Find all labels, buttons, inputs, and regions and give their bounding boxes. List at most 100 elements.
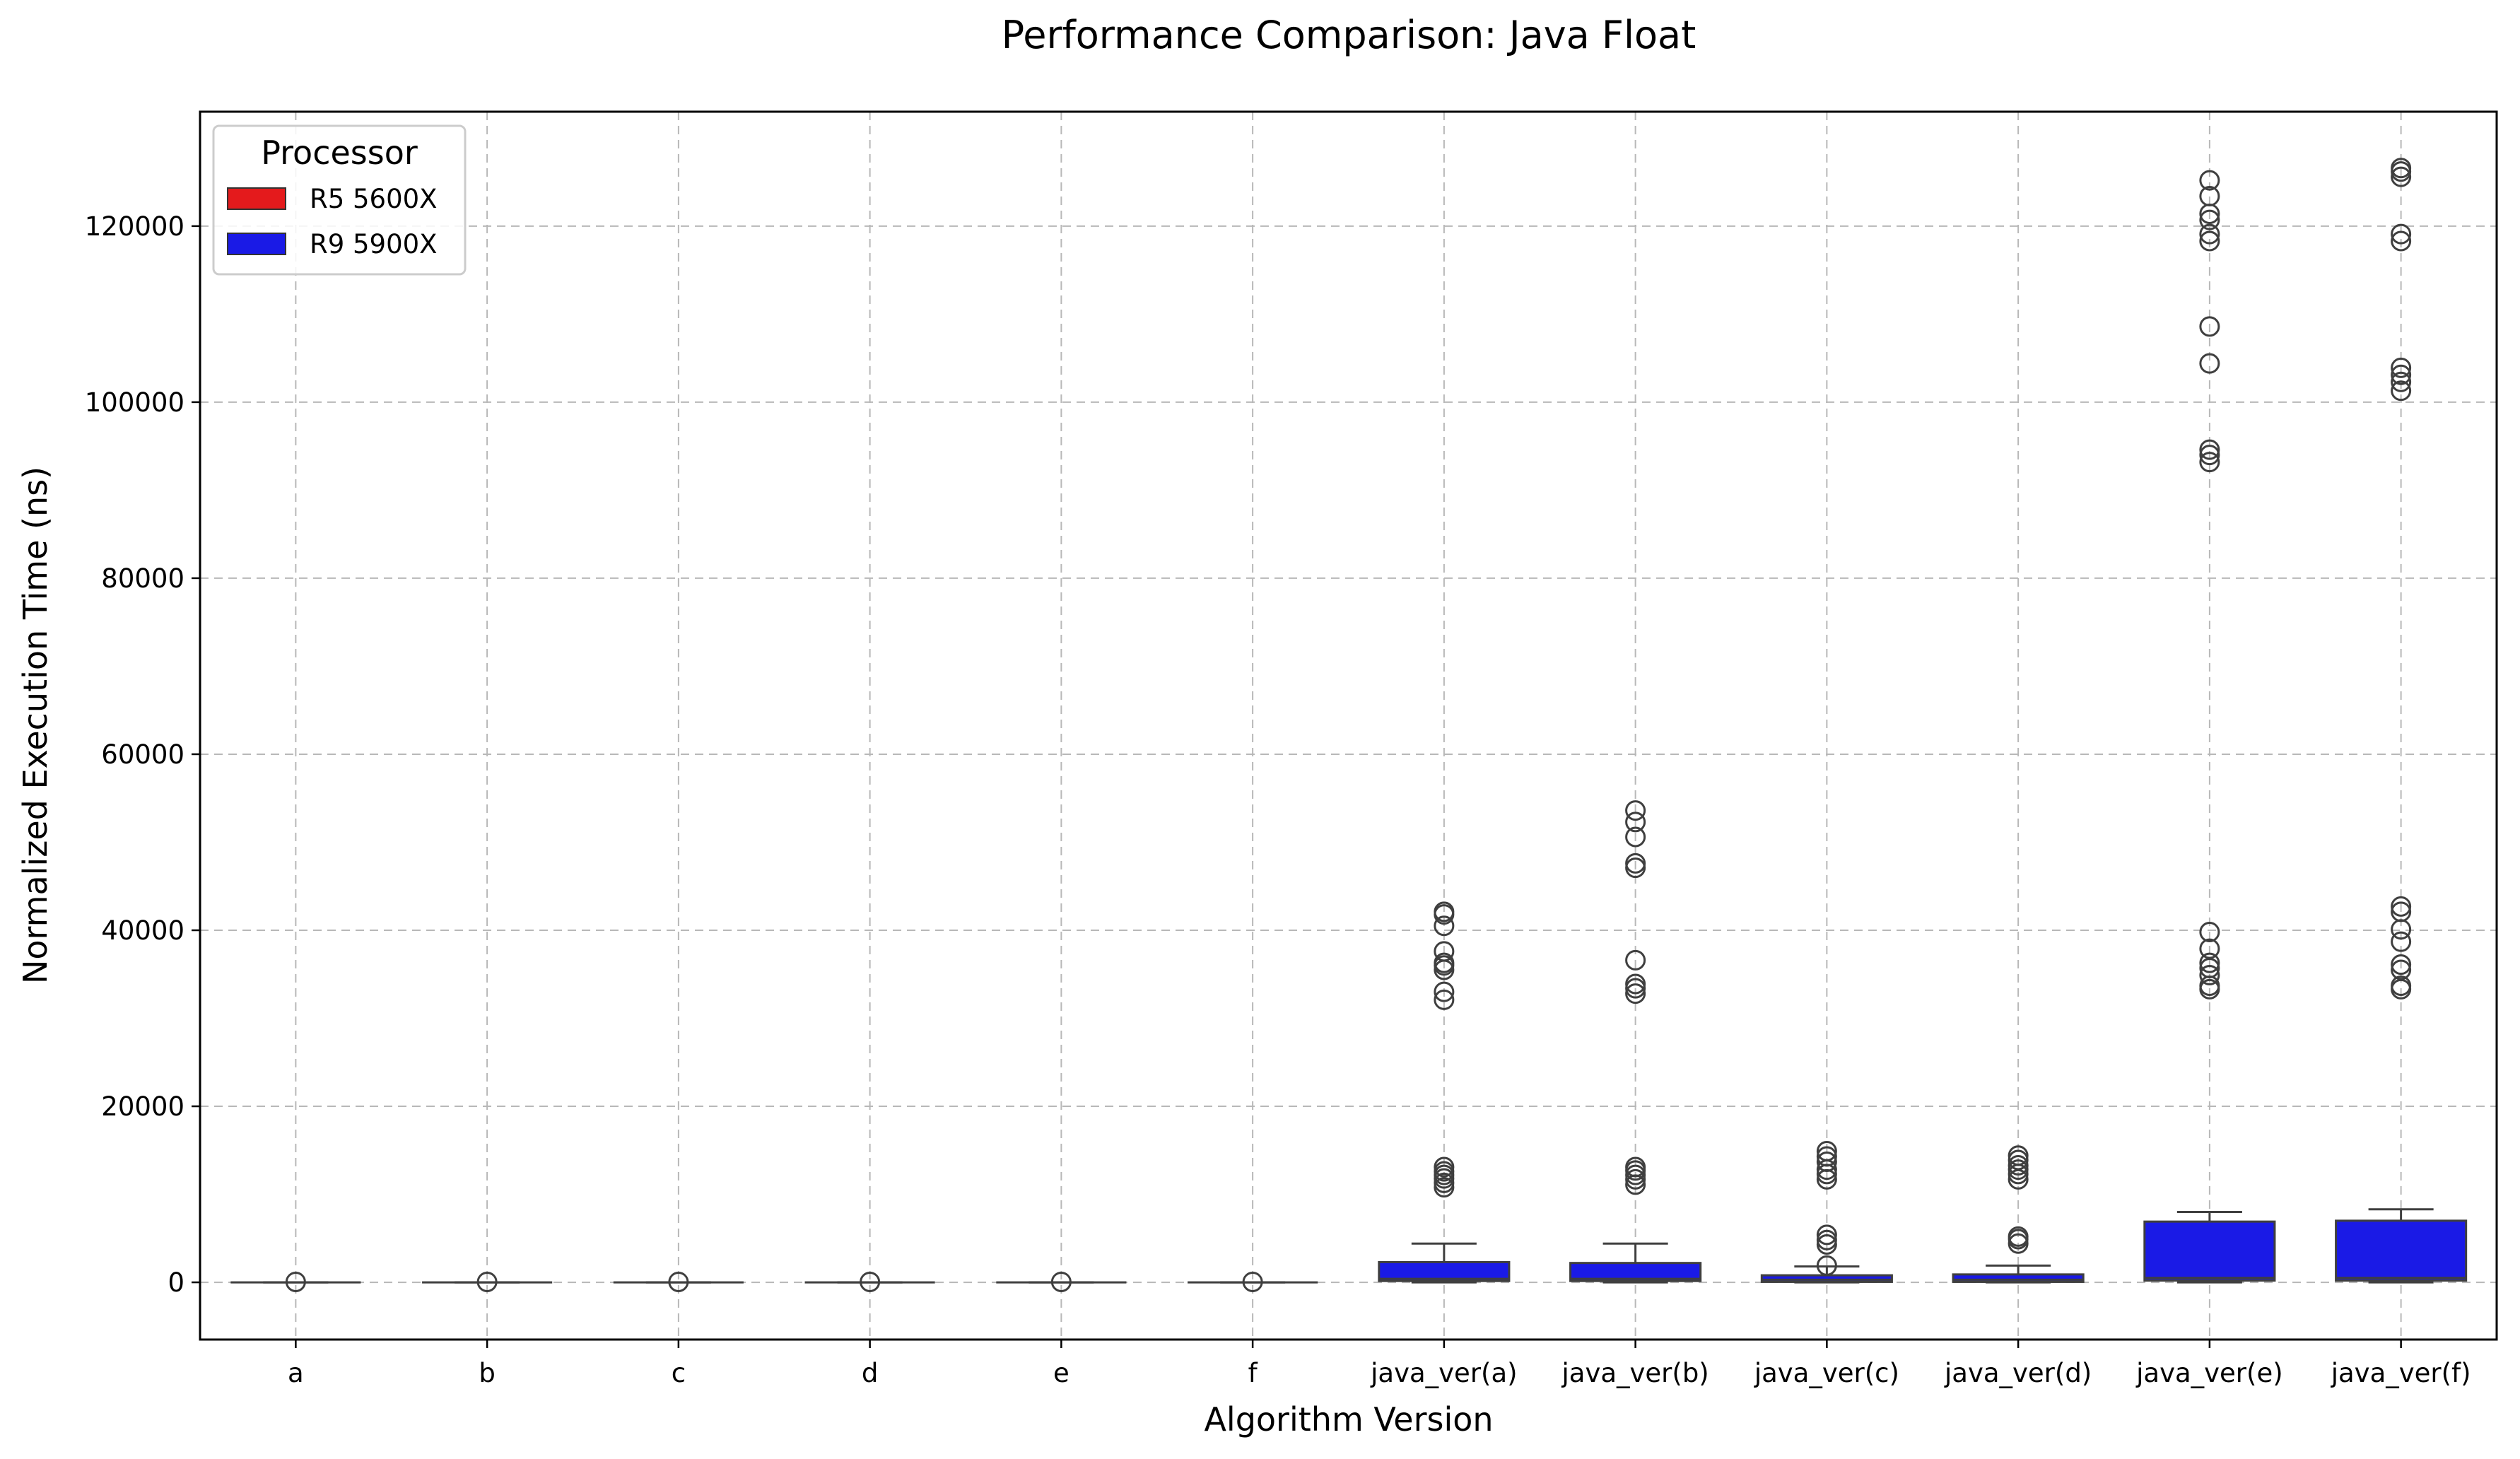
outlier-point — [2199, 439, 2220, 460]
x-axis-title: Algorithm Version — [1204, 1400, 1493, 1439]
box-b — [422, 1271, 553, 1292]
box-f — [1188, 1271, 1318, 1292]
outlier-point — [1434, 1156, 1455, 1178]
outlier-point — [1816, 1141, 1837, 1162]
outlier-point — [2199, 938, 2220, 959]
outlier-point — [2199, 452, 2220, 473]
x-tick-label: f — [1248, 1358, 1258, 1388]
outlier-point — [2391, 975, 2412, 996]
outlier-point — [860, 1271, 881, 1292]
x-tick-label: b — [479, 1358, 496, 1388]
x-tick-label: java_ver(a) — [1370, 1358, 1517, 1388]
outlier-point — [2391, 931, 2412, 952]
y-tick-label: 120000 — [85, 211, 184, 242]
outlier-point — [476, 1271, 498, 1292]
box-iqr — [1952, 1273, 2085, 1283]
outlier-point — [1434, 915, 1455, 937]
x-tick-label: java_ver(c) — [1754, 1358, 1899, 1388]
x-tick-label: java_ver(f) — [2331, 1358, 2471, 1388]
outlier-point — [2008, 1145, 2029, 1166]
box-iqr — [2143, 1220, 2276, 1282]
x-tick-label: e — [1053, 1358, 1069, 1388]
outlier-point — [2008, 1154, 2029, 1176]
outlier-point — [1625, 949, 1646, 971]
y-tick-label: 80000 — [101, 563, 184, 594]
outlier-point — [2391, 223, 2412, 245]
outlier-point — [1816, 1229, 1837, 1250]
box-a — [230, 1271, 361, 1292]
outlier-point — [1816, 1151, 1837, 1172]
legend: Processor R5 5600X R9 5900X — [212, 124, 467, 276]
outlier-point — [2008, 1226, 2029, 1247]
plot-frame — [199, 110, 2498, 1341]
outlier-point — [2391, 364, 2412, 385]
outlier-point — [2199, 316, 2220, 337]
outlier-point — [1625, 811, 1646, 833]
outlier-point — [1434, 941, 1455, 962]
gridlines — [200, 112, 2497, 1340]
outlier-point — [2199, 965, 2220, 986]
outlier-point — [2391, 380, 2412, 402]
box-series — [230, 158, 2468, 1292]
outlier-point — [2391, 954, 2412, 975]
box-iqr — [2335, 1219, 2468, 1282]
outlier-point — [1050, 1271, 1072, 1292]
outlier-point — [1625, 973, 1646, 995]
box-c — [613, 1271, 744, 1292]
x-tick-label: a — [288, 1358, 304, 1388]
outlier-point — [1625, 852, 1646, 874]
y-tick-label: 60000 — [101, 739, 184, 770]
outlier-point — [2199, 952, 2220, 973]
y-tick-label: 100000 — [85, 387, 184, 418]
x-tick-label: java_ver(e) — [2135, 1358, 2283, 1388]
outlier-point — [2199, 230, 2220, 252]
box-d — [804, 1271, 935, 1292]
legend-label-r5-5600x: R5 5600X — [310, 184, 438, 214]
outlier-point — [2391, 371, 2412, 392]
y-axis: 0 20000 40000 60000 80000 100000 120000 — [85, 211, 200, 1298]
legend-swatch-r5-5600x — [227, 187, 286, 210]
outlier-point — [1816, 1146, 1837, 1167]
outlier-point — [2391, 901, 2412, 922]
outlier-point — [668, 1271, 689, 1292]
outlier-point — [2391, 357, 2412, 378]
outlier-point — [1434, 901, 1455, 922]
box-java_ver(a) — [1378, 901, 1511, 1284]
outlier-point — [1625, 826, 1646, 848]
outlier-point — [2199, 186, 2220, 207]
y-tick-label: 20000 — [101, 1091, 184, 1122]
legend-label-r9-5900x: R9 5900X — [310, 229, 438, 259]
outlier-point — [1434, 981, 1455, 1002]
x-tick-label: c — [672, 1358, 686, 1388]
box-java_ver(c) — [1760, 1141, 1893, 1284]
outlier-point — [1242, 1271, 1263, 1292]
box-java_ver(e) — [2143, 170, 2276, 1284]
outlier-point — [1434, 952, 1455, 973]
outlier-point — [1625, 800, 1646, 821]
box-java_ver(d) — [1952, 1145, 2085, 1284]
outlier-point — [1816, 1255, 1837, 1276]
y-tick-label: 0 — [168, 1267, 184, 1298]
box-java_ver(f) — [2335, 158, 2468, 1284]
outlier-point — [1625, 1156, 1646, 1178]
outlier-point — [2391, 166, 2412, 187]
outlier-point — [1434, 989, 1455, 1010]
x-axis: a b c d e f java_ver(a) java_ver(b) java_ver(c) j… — [288, 1340, 2471, 1388]
y-tick-label: 40000 — [101, 915, 184, 946]
outlier-point — [2199, 223, 2220, 245]
outlier-point — [285, 1271, 306, 1292]
box-e — [996, 1271, 1127, 1292]
x-tick-label: java_ver(d) — [1944, 1358, 2092, 1388]
chart-title: Performance Comparison: Java Float — [1002, 13, 1696, 57]
outlier-point — [2199, 353, 2220, 374]
legend-title: Processor — [261, 134, 418, 172]
outlier-point — [1625, 983, 1646, 1004]
outlier-point — [2199, 445, 2220, 466]
outlier-point — [2199, 170, 2220, 191]
box-iqr — [1760, 1274, 1893, 1283]
y-axis-title: Normalized Execution Time (ns) — [16, 467, 54, 984]
legend-swatch-r9-5900x — [227, 233, 286, 255]
outlier-point — [2391, 896, 2412, 917]
x-tick-label: d — [862, 1358, 879, 1388]
